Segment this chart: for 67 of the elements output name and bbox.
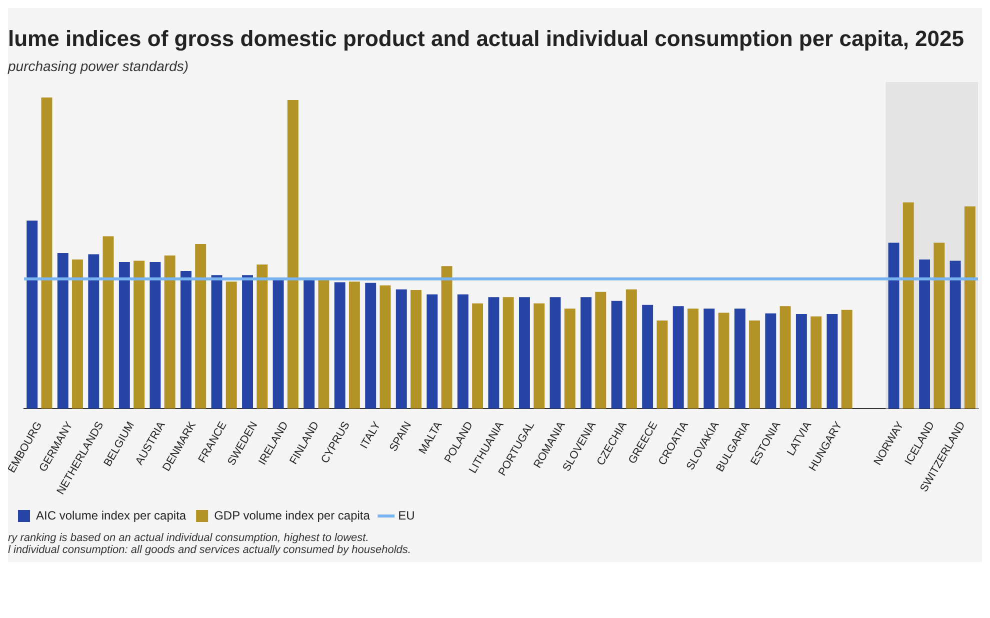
bar [841, 310, 852, 408]
bar [519, 297, 530, 408]
bar [134, 260, 145, 408]
bar [672, 306, 684, 408]
bar [256, 264, 268, 408]
bar [810, 316, 822, 408]
bar [102, 236, 114, 408]
bar [304, 280, 315, 408]
bar [180, 271, 192, 408]
bar [195, 244, 206, 408]
bar [734, 308, 746, 408]
legend-label: AIC volume index per capita [36, 508, 186, 522]
bar [426, 294, 438, 408]
bar [796, 314, 807, 408]
bar [72, 260, 83, 408]
bar [888, 242, 900, 408]
text: ry ranking is based on an actual individual consumption, highest to lowest. [8, 532, 370, 544]
bar [534, 303, 545, 408]
bar [410, 290, 422, 408]
bar [441, 266, 452, 408]
bar [642, 304, 654, 408]
bar [919, 260, 930, 408]
bar [242, 275, 254, 408]
bar [287, 100, 298, 408]
bar [365, 282, 376, 408]
bar [396, 289, 407, 408]
bar [595, 292, 606, 408]
bar [211, 275, 222, 408]
bar [580, 297, 592, 408]
bar [318, 280, 330, 408]
legend-label: EU [398, 508, 415, 522]
bar [88, 254, 100, 408]
legend-label: GDP volume index per capita [214, 508, 370, 522]
bar [334, 282, 346, 408]
bar [964, 206, 976, 408]
bar [934, 242, 945, 408]
bar [150, 262, 161, 408]
bar [502, 297, 514, 408]
bar [950, 260, 961, 408]
bar [226, 282, 237, 408]
bar [564, 308, 576, 408]
bar [902, 202, 914, 408]
bar [457, 294, 468, 408]
bar [164, 255, 176, 408]
bar [26, 220, 38, 408]
bar [348, 282, 360, 408]
bar [472, 303, 484, 408]
bar [550, 297, 561, 408]
bar [826, 314, 838, 408]
bar [687, 308, 698, 408]
bar [272, 280, 284, 408]
bar [656, 320, 668, 408]
bar [41, 98, 52, 408]
bar [57, 253, 68, 408]
bar [118, 262, 130, 408]
bar [488, 297, 500, 408]
chart-subtitle: purchasing power standards) [8, 58, 190, 74]
bar [380, 285, 391, 408]
bar [611, 300, 622, 408]
chart-title: lume indices of gross domestic product and actual individual consumption per capita, 2025 [8, 26, 965, 52]
bar [626, 289, 637, 408]
bar [704, 308, 715, 408]
bar [718, 312, 730, 408]
text: l individual consumption: all goods and services actually consumed by households. [8, 544, 412, 556]
bar [780, 306, 791, 408]
bar [765, 313, 776, 408]
bar [749, 320, 760, 408]
